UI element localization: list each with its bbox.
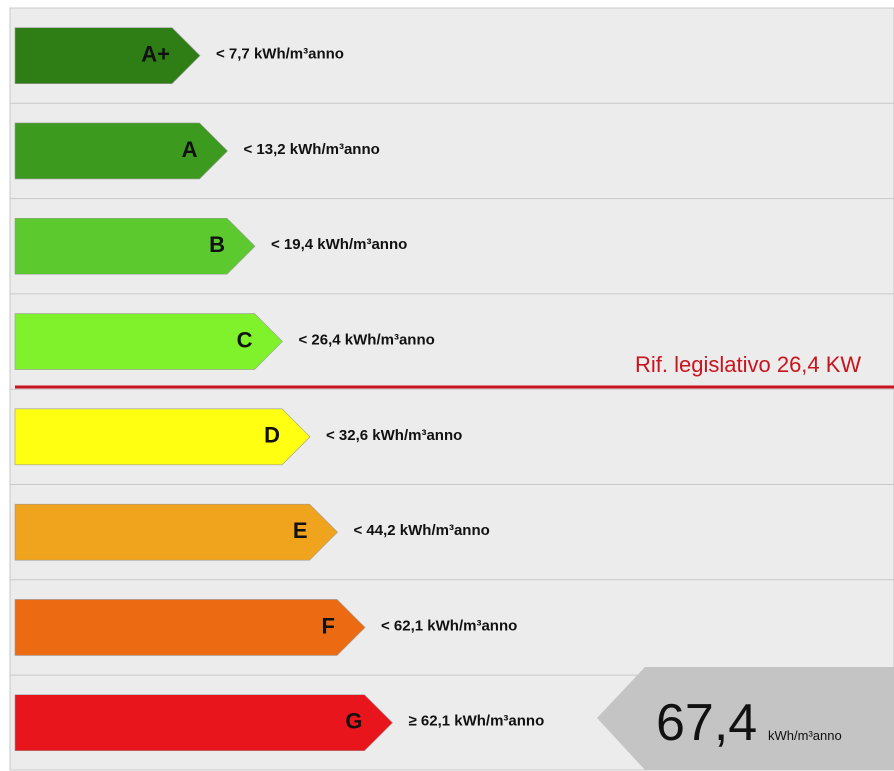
class-letter: E [293, 518, 308, 543]
class-letter: C [237, 327, 253, 352]
class-arrow [14, 694, 393, 752]
class-letter: A+ [141, 41, 170, 66]
class-threshold: < 44,2 kWh/m³anno [354, 522, 490, 539]
class-arrow [14, 27, 201, 84]
class-arrow [14, 599, 366, 656]
class-arrow [14, 313, 283, 370]
indicator-value: 67,4 [656, 694, 757, 752]
indicator-unit: kWh/m³anno [768, 728, 842, 743]
class-threshold: < 13,2 kWh/m³anno [244, 141, 380, 158]
indicator-arrow [597, 667, 894, 770]
class-letter: F [322, 613, 335, 638]
class-arrow [14, 122, 228, 180]
reference-label: Rif. legislativo 26,4 KW [635, 352, 861, 377]
class-threshold: < 62,1 kWh/m³anno [381, 617, 517, 634]
class-arrow [14, 503, 338, 561]
class-threshold: < 26,4 kWh/m³anno [299, 332, 435, 349]
class-threshold: < 32,6 kWh/m³anno [326, 427, 462, 444]
class-letter: B [209, 232, 225, 257]
class-letter: G [345, 709, 362, 734]
class-threshold: < 7,7 kWh/m³anno [216, 46, 344, 63]
class-arrow [14, 217, 256, 275]
class-arrow [14, 408, 311, 466]
class-letter: D [264, 423, 280, 448]
class-threshold: < 19,4 kWh/m³anno [271, 236, 407, 253]
class-threshold: ≥ 62,1 kWh/m³anno [409, 713, 545, 730]
class-letter: A [182, 137, 198, 162]
